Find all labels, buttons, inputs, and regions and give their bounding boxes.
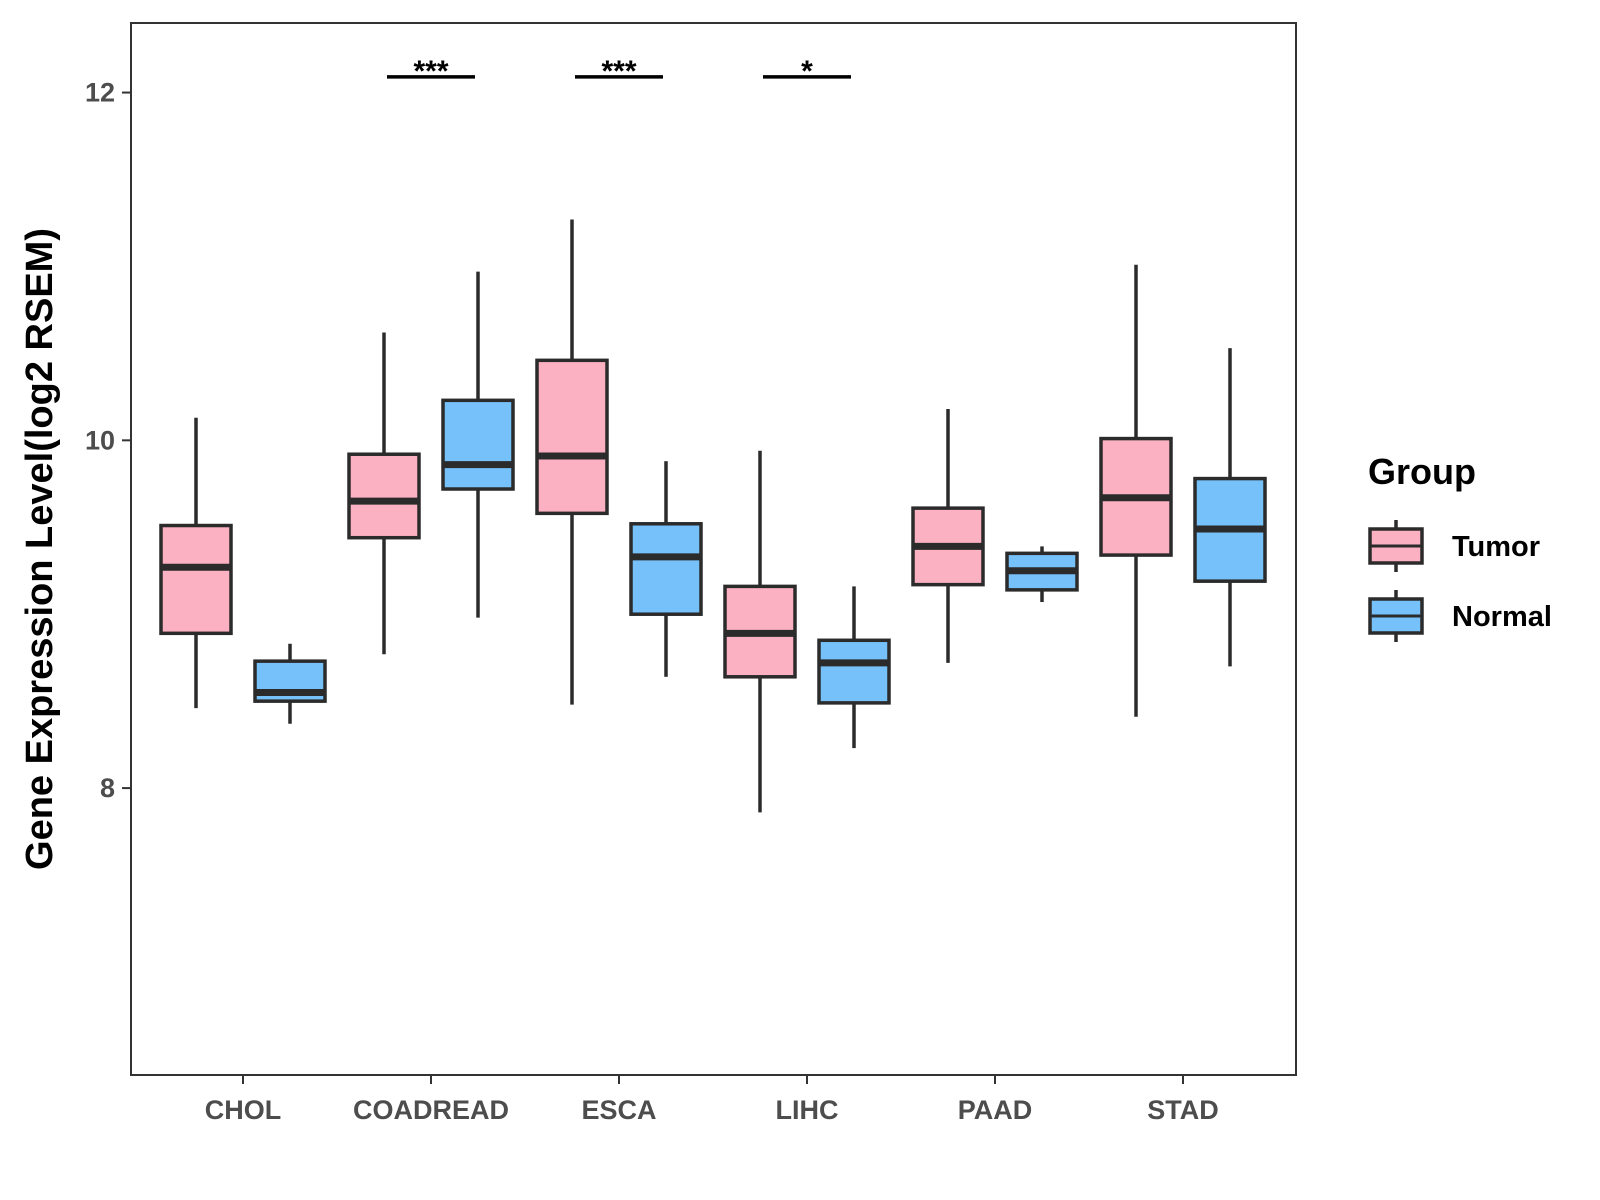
box-esca-tumor-iqr <box>535 358 609 516</box>
box-coadread-tumor-iqr <box>347 452 421 540</box>
significance-coadread-label: *** <box>413 55 448 88</box>
legend-label-tumor: Tumor <box>1452 531 1540 563</box>
box-lihc-normal <box>817 586 891 749</box>
y-tick-label-8: 8 <box>100 773 115 803</box>
legend-label-normal: Normal <box>1452 601 1552 633</box>
significance-esca-label: *** <box>601 55 636 88</box>
legend-key-tumor <box>1368 520 1424 572</box>
y-tick-label-10: 10 <box>85 425 115 455</box>
box-coadread-tumor <box>347 332 421 655</box>
box-chol-normal <box>253 643 327 724</box>
box-chol-tumor <box>159 417 233 709</box>
y-axis-title: Gene Expression Level(log2 RSEM) <box>19 228 61 870</box>
box-paad-tumor <box>911 409 985 663</box>
x-tick-label-esca: ESCA <box>581 1095 656 1125</box>
box-esca-normal <box>629 461 703 677</box>
x-tick-label-lihc: LIHC <box>776 1095 839 1125</box>
x-tick-label-paad: PAAD <box>958 1095 1033 1125</box>
significance-lihc-label: * <box>801 55 813 88</box>
plot-panel-border <box>130 22 1297 1076</box>
y-tick-label-12: 12 <box>85 78 115 108</box>
x-tick-label-coadread: COADREAD <box>353 1095 509 1125</box>
box-esca-normal-iqr <box>629 522 703 616</box>
box-stad-normal <box>1193 348 1267 667</box>
box-lihc-tumor <box>723 450 797 813</box>
box-coadread-normal <box>441 271 515 618</box>
box-chol-tumor-iqr <box>159 523 233 636</box>
box-coadread-normal-iqr <box>441 398 515 491</box>
x-tick-label-chol: CHOL <box>205 1095 282 1125</box>
box-lihc-normal-iqr <box>817 638 891 705</box>
legend-key-normal <box>1368 590 1424 642</box>
box-paad-normal <box>1005 546 1079 603</box>
box-esca-tumor <box>535 219 609 705</box>
legend-title: Group <box>1368 451 1476 492</box>
x-tick-label-stad: STAD <box>1147 1095 1219 1125</box>
box-stad-tumor <box>1099 264 1173 717</box>
